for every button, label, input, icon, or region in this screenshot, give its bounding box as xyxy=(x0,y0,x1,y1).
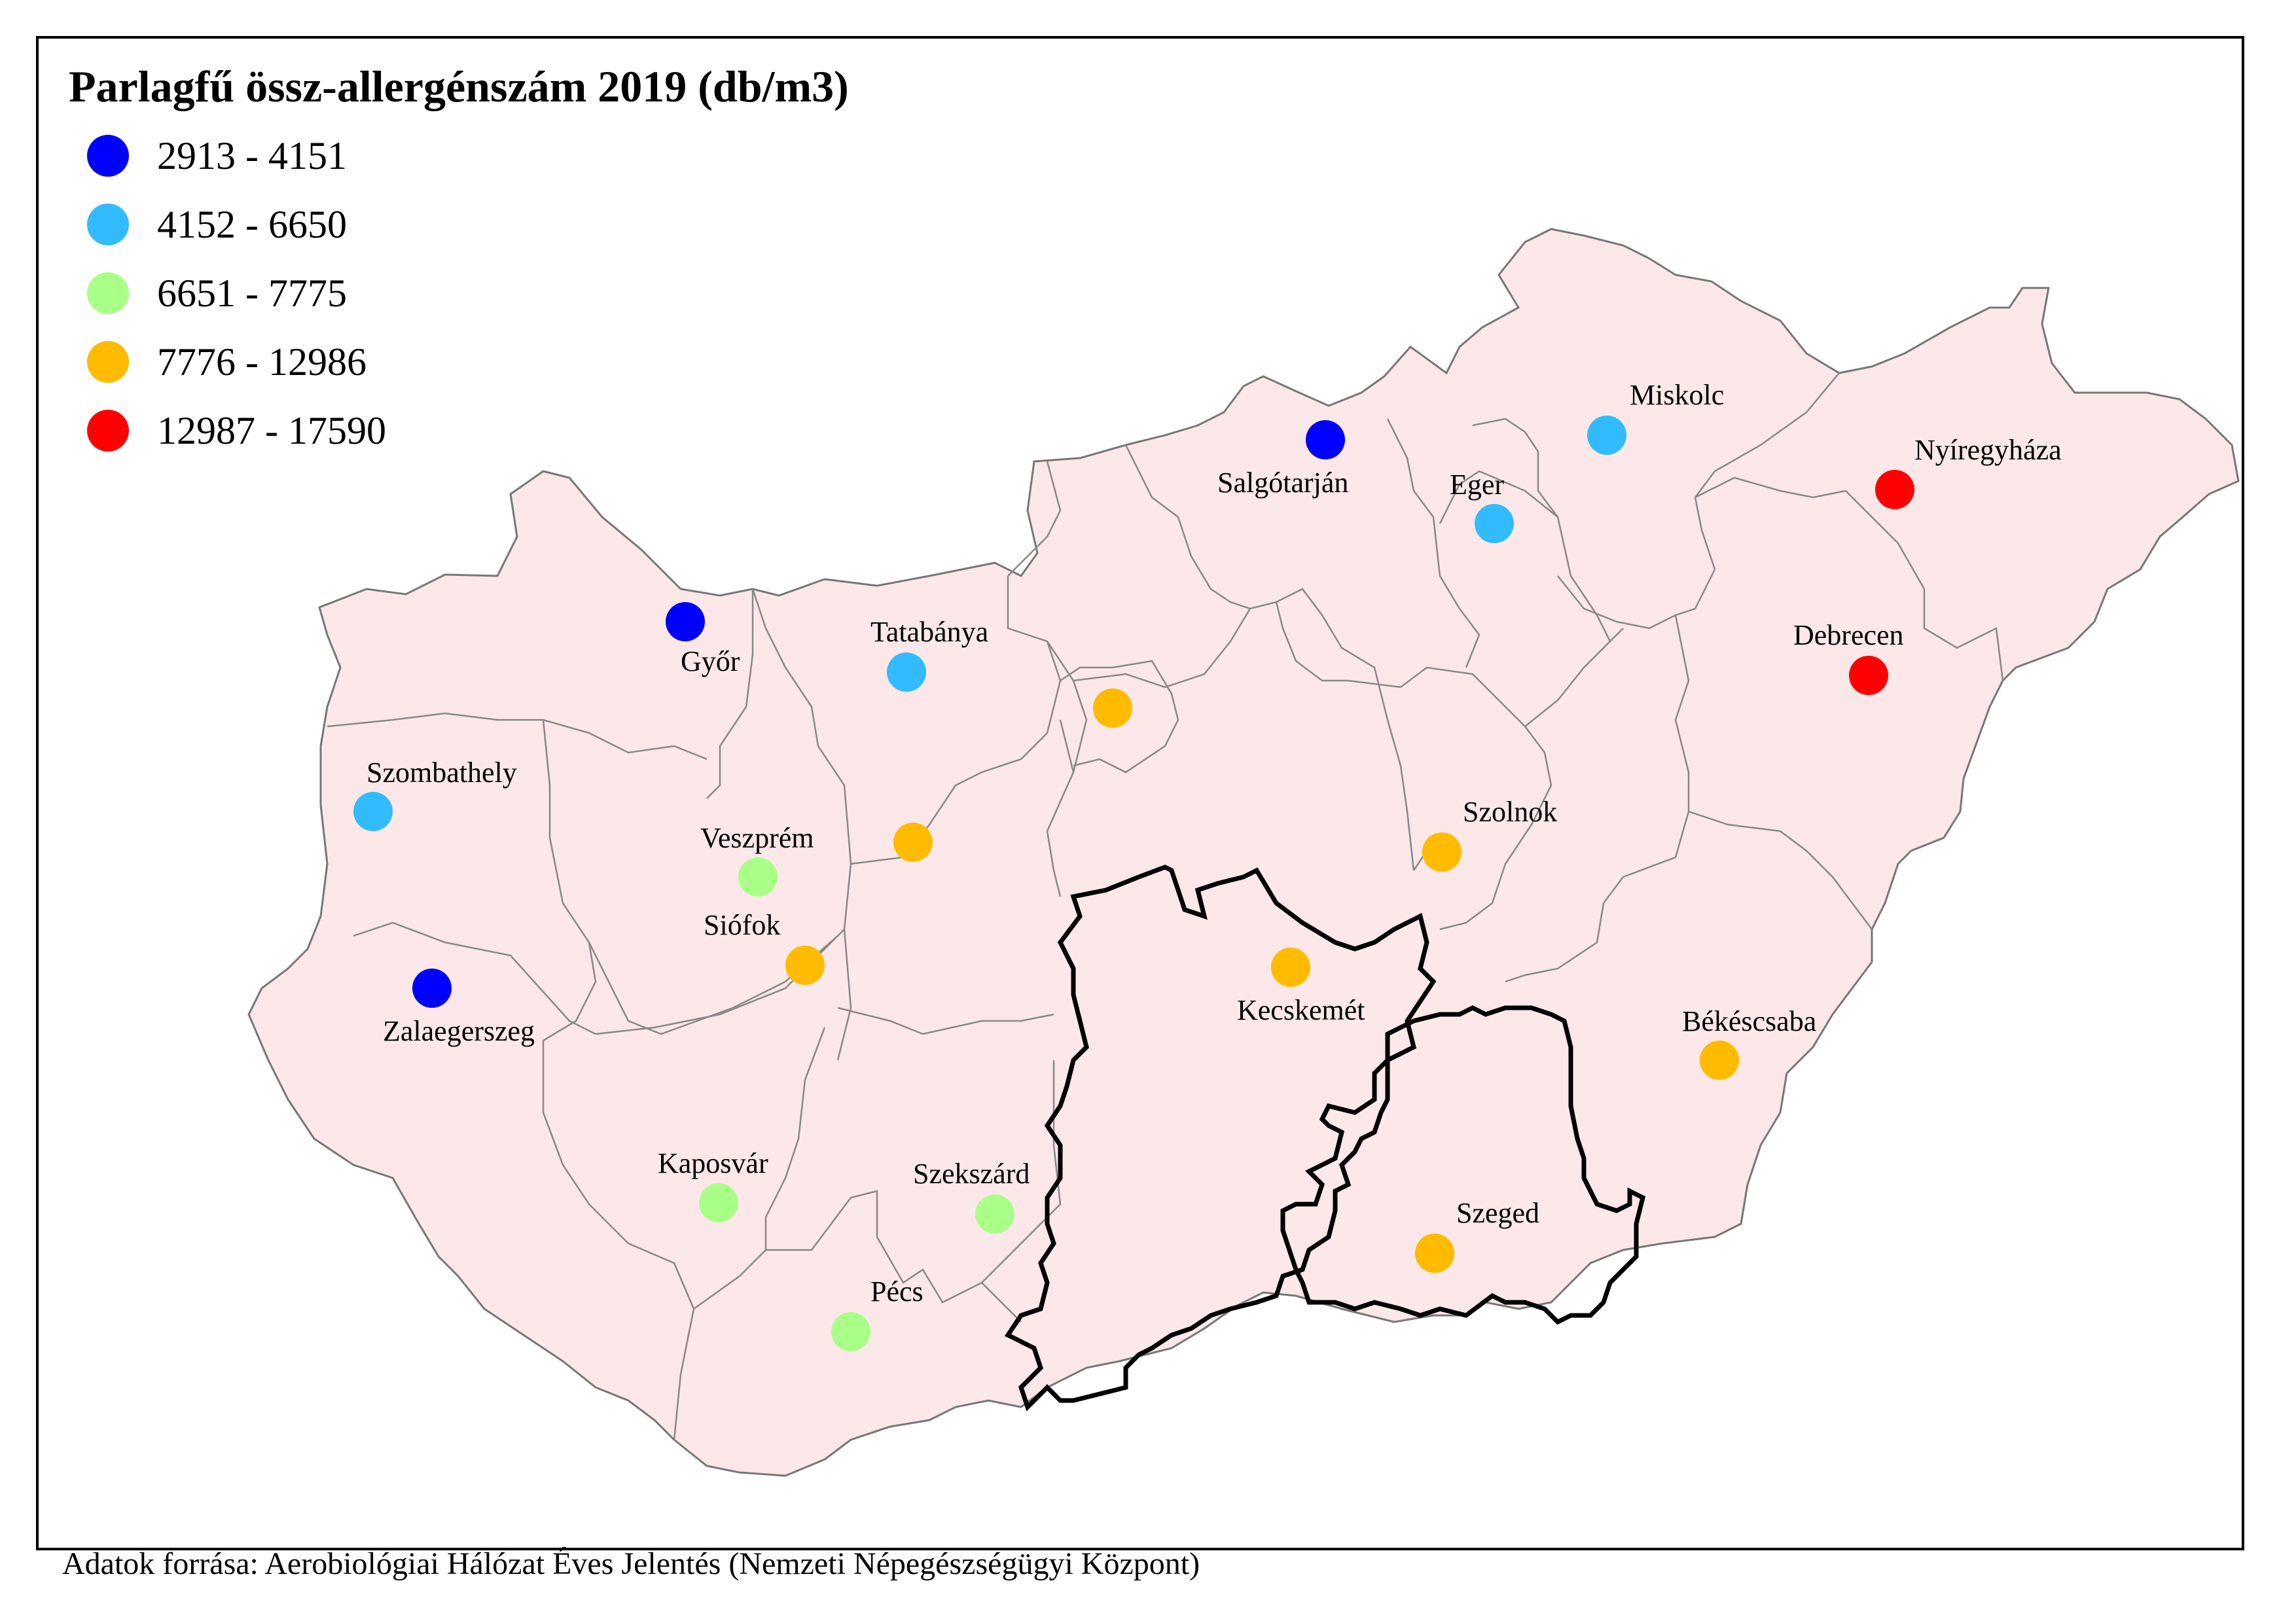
station: Veszprém xyxy=(700,822,814,897)
station: Zalaegerszeg xyxy=(383,969,535,1047)
station-marker xyxy=(1415,1234,1454,1273)
legend-label: 4152 - 6650 xyxy=(157,203,347,246)
legend-swatch xyxy=(87,272,129,314)
station xyxy=(1093,688,1132,728)
station-marker xyxy=(1093,688,1132,728)
station-label: Békéscsaba xyxy=(1682,1005,1816,1037)
station-marker xyxy=(1700,1041,1739,1080)
legend-swatch xyxy=(87,204,129,245)
station-marker xyxy=(353,792,393,831)
station-marker xyxy=(975,1194,1014,1234)
station-marker xyxy=(412,969,452,1008)
station-label: Szekszárd xyxy=(913,1158,1030,1190)
legend-title: Parlagfű össz-allergénszám 2019 (db/m3) xyxy=(69,62,849,111)
legend-label: 6651 - 7775 xyxy=(157,272,347,315)
station-markers: Salgótarján Miskolc Nyíregyháza Eger Győr Tat… xyxy=(353,379,2062,1351)
station-label: Siófok xyxy=(704,909,780,941)
legend-label: 12987 - 17590 xyxy=(157,409,386,452)
station-label: Debrecen xyxy=(1793,619,1904,651)
station-label: Eger xyxy=(1450,469,1504,501)
station-label: Salgótarján xyxy=(1217,467,1348,499)
station: Siófok xyxy=(704,909,825,985)
station: Szombathely xyxy=(353,757,517,831)
station: Szeged xyxy=(1415,1197,1539,1273)
station-label: Veszprém xyxy=(700,822,814,854)
legend-swatch xyxy=(87,410,129,452)
station-label: Szolnok xyxy=(1463,796,1557,828)
station-label: Szeged xyxy=(1456,1197,1539,1229)
data-source-note: Adatok forrása: Aerobiológiai Hálózat Év… xyxy=(62,1546,1200,1581)
station-label: Zalaegerszeg xyxy=(383,1015,535,1047)
station: Eger xyxy=(1450,469,1514,543)
station-marker xyxy=(1422,832,1462,872)
station: Pécs xyxy=(831,1275,924,1351)
station-label: Kecskemét xyxy=(1237,994,1365,1026)
station-marker xyxy=(785,946,825,985)
station-marker xyxy=(893,823,933,862)
station-marker xyxy=(666,602,705,641)
station-marker xyxy=(1306,420,1345,459)
station-marker xyxy=(1875,470,1914,509)
station: Kecskemét xyxy=(1237,948,1365,1026)
station-label: Kaposvár xyxy=(658,1147,768,1179)
bacs-kiskun-outline xyxy=(1004,865,1437,1412)
legend-label: 2913 - 4151 xyxy=(157,134,347,177)
station-marker xyxy=(1475,504,1514,543)
station-marker xyxy=(1587,416,1626,455)
station-marker xyxy=(1849,656,1888,695)
station: Miskolc xyxy=(1587,379,1724,455)
legend-swatch xyxy=(87,135,129,177)
station: Békéscsaba xyxy=(1682,1005,1816,1080)
station: Tatabánya xyxy=(870,616,988,692)
csongrad-outline xyxy=(1280,1005,1646,1325)
station: Győr xyxy=(666,602,740,677)
station-label: Szombathely xyxy=(367,757,517,789)
station-marker xyxy=(887,652,926,692)
station: Szekszárd xyxy=(913,1158,1030,1234)
station xyxy=(893,823,933,862)
station: Szolnok xyxy=(1422,796,1557,872)
station: Nyíregyháza xyxy=(1875,434,2062,509)
station-label: Győr xyxy=(681,645,740,677)
hungary-outline xyxy=(247,228,2240,1477)
map-legend: Parlagfű össz-allergénszám 2019 (db/m3) … xyxy=(69,62,849,452)
station-label: Miskolc xyxy=(1630,379,1724,411)
station-label: Pécs xyxy=(870,1275,924,1308)
station-marker xyxy=(699,1183,738,1222)
station: Debrecen xyxy=(1793,619,1904,695)
station-marker xyxy=(738,857,778,897)
legend-swatch xyxy=(87,341,129,383)
station: Kaposvár xyxy=(658,1147,768,1222)
station: Salgótarján xyxy=(1217,420,1348,499)
station-label: Tatabánya xyxy=(870,616,988,648)
legend-label: 7776 - 12986 xyxy=(157,340,367,383)
station-marker xyxy=(831,1312,870,1351)
station-label: Nyíregyháza xyxy=(1914,434,2062,466)
station-marker xyxy=(1271,948,1310,987)
